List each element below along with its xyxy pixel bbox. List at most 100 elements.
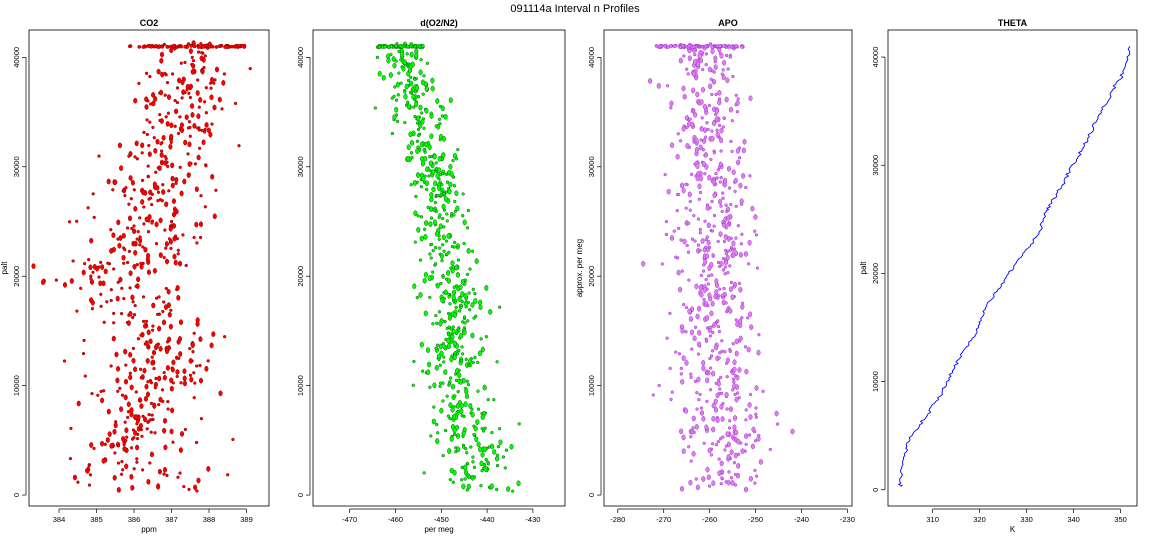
data-point [178,471,182,475]
data-point [193,381,197,385]
data-point [733,452,738,459]
data-point [718,44,723,48]
data-point [698,284,703,291]
data-point [727,44,732,49]
data-point [419,58,423,62]
data-point [166,164,170,169]
data-point [714,112,718,117]
data-point [159,152,164,158]
x-tick-label: -450 [434,515,449,524]
data-point [197,146,202,150]
data-point [737,281,742,286]
data-point [177,260,183,267]
data-point [414,101,419,108]
data-point [141,189,146,196]
data-point [699,99,704,105]
data-point [448,181,453,188]
y-tick-label: 10000 [871,371,880,392]
data-point [720,339,724,343]
data-point [169,308,173,312]
data-point [144,71,149,75]
data-point [696,305,702,312]
y-tick-label: 10000 [12,375,21,396]
data-point [719,137,724,144]
data-point [396,93,400,97]
data-point [712,321,717,328]
data-point [448,97,453,104]
data-point [480,346,485,353]
data-marks [373,41,521,493]
data-point [115,365,121,372]
data-point [732,415,738,421]
data-point [429,206,434,212]
data-point [726,223,730,227]
data-point [670,142,675,149]
data-point [445,180,450,184]
data-point [729,280,734,285]
data-point [129,473,134,480]
data-point [471,287,475,291]
data-point [425,61,430,65]
data-point [161,399,165,404]
data-point [122,446,127,452]
data-point [452,405,456,409]
data-point [435,438,440,444]
data-point [433,262,438,266]
data-point [170,72,175,76]
data-point [712,213,717,218]
data-point [726,249,730,253]
data-point [704,245,708,249]
data-point [148,74,152,79]
data-point [677,226,681,231]
data-point [460,299,464,304]
data-point [173,234,178,238]
data-point [148,196,153,200]
data-point [712,192,717,199]
data-point [718,387,722,391]
data-point [711,480,716,487]
plot-frame [887,29,1138,507]
data-point [123,420,127,424]
data-point [131,357,136,364]
data-point [183,427,188,432]
data-point [191,59,196,63]
data-point [200,51,204,55]
data-point [490,430,494,435]
data-point [179,122,184,128]
data-point [669,235,675,241]
data-point [164,73,168,77]
data-point [734,429,739,436]
data-point [685,67,689,71]
data-point [715,131,720,138]
data-point [698,392,702,397]
data-point [386,57,391,64]
data-point [417,44,422,49]
data-point [211,331,216,337]
data-point [114,351,119,358]
data-point [408,90,413,95]
data-point [188,95,193,100]
data-point [159,149,164,153]
data-point [443,369,448,375]
data-point [185,88,189,92]
data-point [416,214,420,218]
data-point [146,269,151,276]
data-point [704,339,709,343]
data-point [473,291,477,296]
data-point [466,483,471,490]
data-point [707,174,712,181]
data-point [690,121,695,128]
data-point [729,245,734,250]
data-point [154,376,158,381]
data-point [165,473,169,478]
data-point [91,270,95,274]
data-point [506,486,511,492]
x-tick-label: -460 [388,515,403,524]
data-point [476,441,481,448]
data-point [466,319,470,323]
data-point [204,365,209,372]
data-point [731,74,735,79]
data-point [179,381,183,385]
data-point [105,437,110,443]
data-point [704,424,709,431]
